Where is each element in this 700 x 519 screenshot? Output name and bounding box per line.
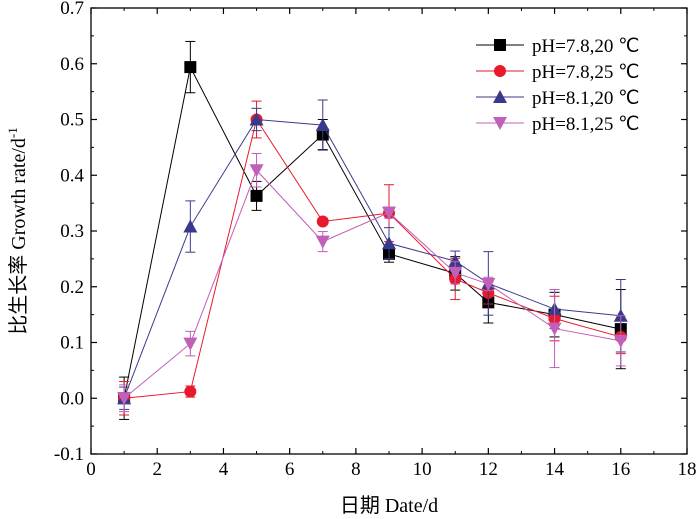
y-tick-label: 0.7	[60, 0, 84, 19]
data-point	[315, 118, 330, 132]
legend-marker	[493, 90, 507, 103]
data-point	[382, 236, 396, 250]
x-tick-label: 10	[413, 459, 432, 480]
data-point	[316, 215, 329, 228]
y-axis-title-main: 比生长率 Growth rate/d	[7, 138, 30, 335]
y-tick-label: 0.0	[60, 388, 84, 409]
data-point	[249, 112, 264, 126]
legend-label: pH=8.1,25 ℃	[532, 114, 640, 135]
y-tick-label: 0.5	[60, 110, 84, 131]
legend-label: pH=8.1,20 ℃	[532, 88, 640, 109]
y-axis-title: 比生长率 Growth rate/d-1	[5, 127, 30, 334]
legend-marker	[493, 117, 507, 130]
series-4	[117, 153, 628, 413]
x-tick-label: 6	[285, 459, 295, 480]
data-point	[249, 164, 264, 178]
y-axis-title-superscript: -1	[5, 127, 20, 138]
legend-label: pH=7.8,25 ℃	[532, 62, 640, 83]
data-point	[481, 277, 496, 291]
data-point	[547, 322, 562, 336]
data-point	[184, 385, 197, 398]
data-point	[117, 392, 132, 406]
x-tick-label: 2	[152, 459, 162, 480]
legend-marker	[494, 65, 506, 77]
data-point	[382, 206, 396, 220]
data-point	[184, 61, 197, 74]
data-point	[183, 219, 198, 233]
data-point	[183, 337, 198, 351]
legend: pH=7.8,20 ℃ pH=7.8,25 ℃ pH=8.1,20 ℃ pH=8.1,…	[476, 36, 640, 135]
x-tick-label: 12	[479, 459, 498, 480]
y-tick-label: 0.2	[60, 277, 84, 298]
legend-marker	[494, 39, 506, 51]
x-tick-label: 4	[219, 459, 229, 480]
x-tick-label: 14	[545, 459, 565, 480]
x-tick-label: 18	[678, 459, 697, 480]
data-point	[448, 254, 463, 268]
y-tick-label: -0.1	[54, 444, 84, 465]
y-tick-label: 0.6	[60, 54, 84, 75]
data-point	[250, 189, 263, 202]
y-tick-label: 0.4	[60, 165, 84, 186]
y-tick-label: 0.1	[60, 333, 84, 354]
data-point	[315, 235, 330, 249]
x-tick-label: 0	[86, 459, 96, 480]
legend-label: pH=7.8,20 ℃	[532, 36, 640, 57]
y-tick-label: 0.3	[60, 221, 84, 242]
data-point	[448, 266, 463, 280]
x-tick-label: 8	[351, 459, 361, 480]
x-axis-title: 日期 Date/d	[340, 495, 438, 517]
data-point	[613, 334, 628, 348]
x-tick-label: 16	[611, 459, 630, 480]
